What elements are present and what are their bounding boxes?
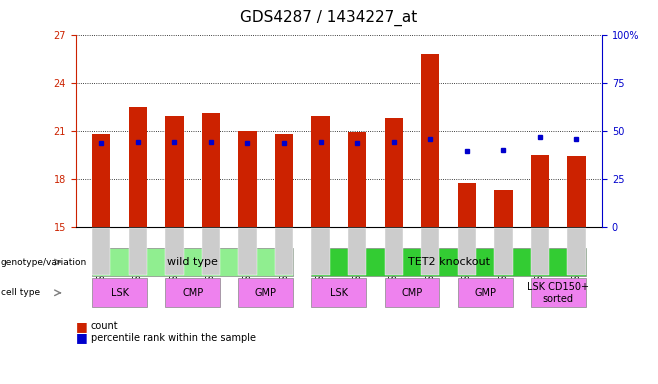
Bar bbox=[275, 134, 293, 227]
Bar bbox=[458, 184, 476, 227]
Text: LSK CD150+
sorted: LSK CD150+ sorted bbox=[527, 282, 589, 304]
Bar bbox=[421, 54, 440, 227]
Bar bbox=[494, 190, 513, 227]
Text: LSK: LSK bbox=[111, 288, 128, 298]
Text: LSK: LSK bbox=[330, 288, 348, 298]
Bar bbox=[165, 116, 184, 227]
Text: cell type: cell type bbox=[1, 288, 39, 297]
Bar bbox=[238, 131, 257, 227]
Bar bbox=[567, 156, 586, 227]
Text: ■: ■ bbox=[76, 331, 88, 344]
Text: percentile rank within the sample: percentile rank within the sample bbox=[91, 333, 256, 343]
Bar bbox=[531, 155, 549, 227]
Text: GMP: GMP bbox=[474, 288, 496, 298]
Text: CMP: CMP bbox=[401, 288, 422, 298]
Bar bbox=[311, 116, 330, 227]
Bar bbox=[92, 134, 111, 227]
Text: GMP: GMP bbox=[255, 288, 277, 298]
Text: TET2 knockout: TET2 knockout bbox=[407, 257, 490, 267]
Text: genotype/variation: genotype/variation bbox=[1, 258, 87, 266]
Text: CMP: CMP bbox=[182, 288, 203, 298]
Bar bbox=[384, 118, 403, 227]
Bar bbox=[202, 113, 220, 227]
Bar bbox=[129, 107, 147, 227]
Text: ■: ■ bbox=[76, 320, 88, 333]
Text: count: count bbox=[91, 321, 118, 331]
Text: GDS4287 / 1434227_at: GDS4287 / 1434227_at bbox=[240, 10, 418, 26]
Bar bbox=[348, 132, 367, 227]
Text: wild type: wild type bbox=[167, 257, 218, 267]
